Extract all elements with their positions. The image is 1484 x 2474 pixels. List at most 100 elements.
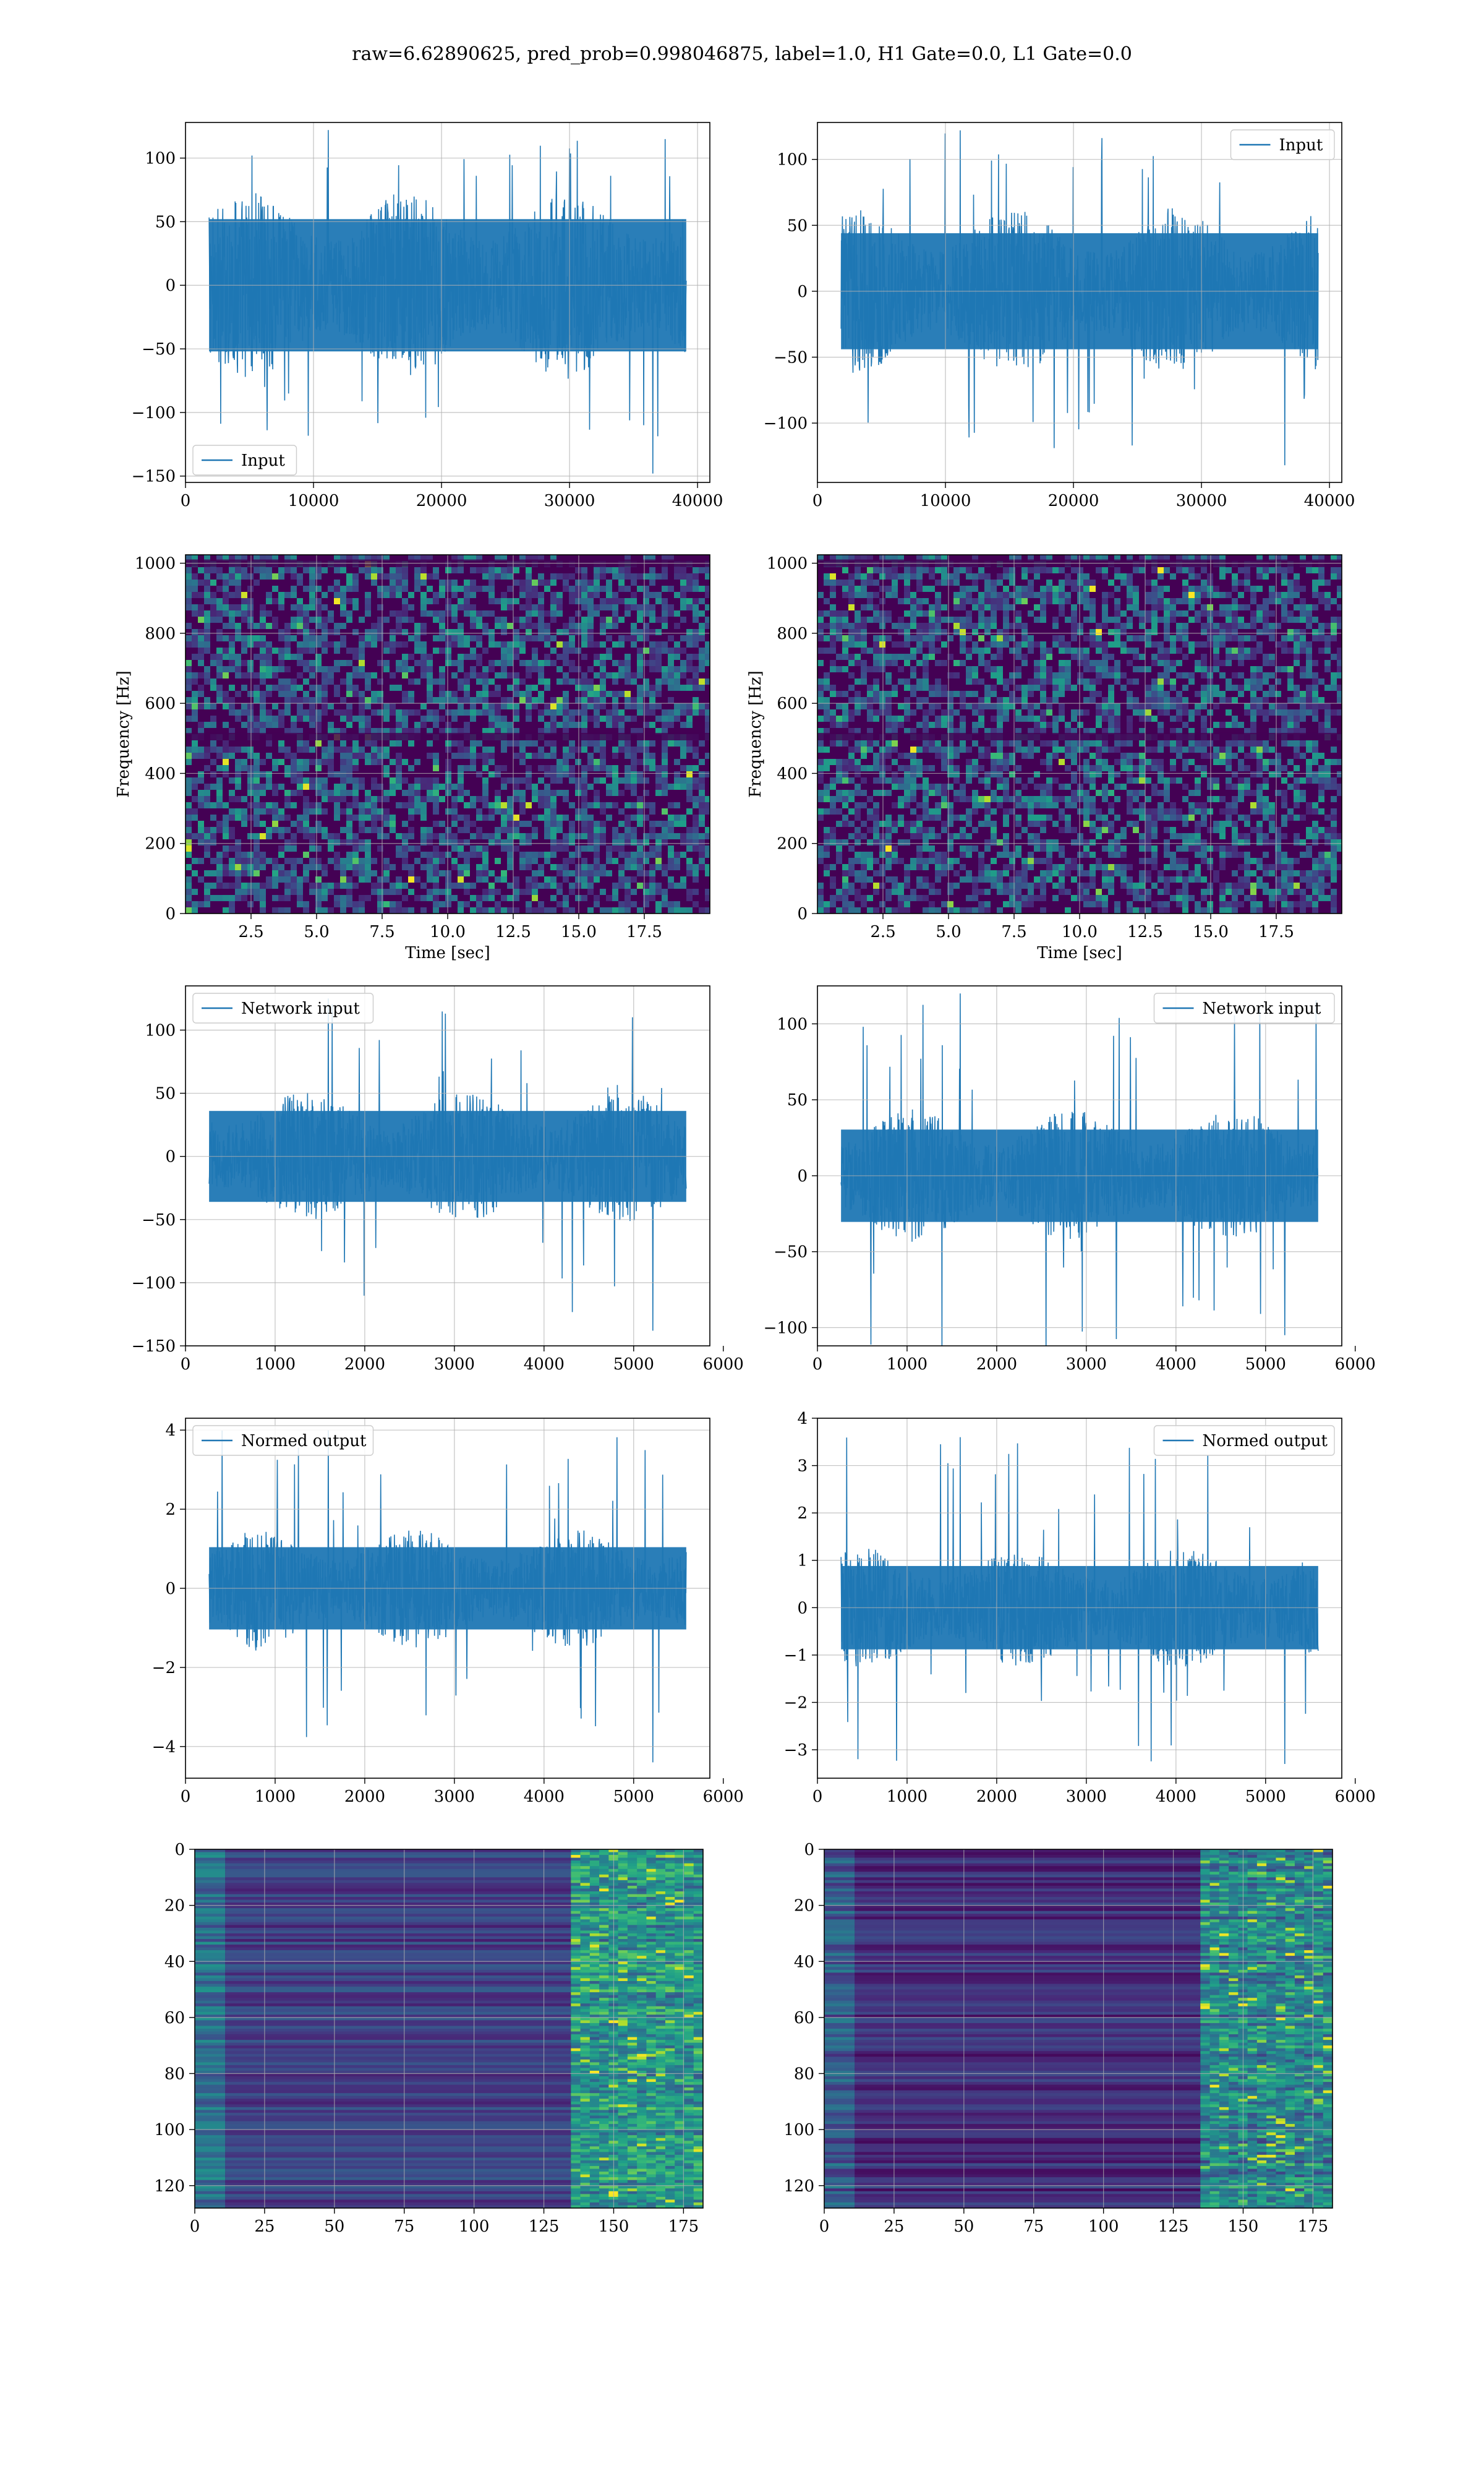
feat-l1-ytick-label: 100 [783, 2121, 814, 2139]
feat-l1-ytick-label: 20 [794, 1897, 814, 1915]
spec-h1-xtick-label: 2.5 [238, 923, 263, 941]
spec-l1-xtick-label: 2.5 [870, 923, 895, 941]
feat-l1-xtick-label: 125 [1158, 2217, 1189, 2236]
feat-l1-ytick-label: 80 [794, 2065, 814, 2084]
net-l1-legend-label: Network input [1203, 999, 1321, 1018]
feat-l1-xtick-label: 100 [1088, 2217, 1119, 2236]
chart-input-h1: 0 10000 20000 30000 40000 −150 −100 −50 0 50 100 In… [132, 122, 723, 510]
norm-h1-plot-area [186, 1418, 710, 1778]
net-l1-xtick-label: 5000 [1245, 1355, 1286, 1374]
net-h1-xtick-label: 5000 [613, 1355, 654, 1374]
net-l1-xtick-label: 0 [812, 1355, 823, 1374]
net-l1-ytick-label: 100 [777, 1015, 808, 1034]
input-h1-ytick-label: 50 [155, 213, 176, 231]
feat-h1-xtick-label: 25 [254, 2217, 275, 2236]
norm-l1-ytick-label: 4 [797, 1410, 808, 1428]
norm-h1-xtick-label: 1000 [255, 1787, 296, 1806]
input-h1-ytick-label: −50 [142, 340, 176, 359]
net-l1-xtick-label: 6000 [1335, 1355, 1376, 1374]
input-h1-plot-area [186, 122, 710, 482]
net-h1-xtick-label: 2000 [344, 1355, 385, 1374]
net-h1-xtick-label: 0 [181, 1355, 191, 1374]
norm-l1-xtick-label: 1000 [887, 1787, 927, 1806]
input-h1-xtick-label: 40000 [672, 492, 723, 510]
norm-h1-frame [185, 1418, 710, 1779]
spec-h1-xtick-label: 7.5 [369, 923, 394, 941]
norm-l1-xtick-label: 4000 [1156, 1787, 1196, 1806]
feat-l1-xtick-label: 0 [819, 2217, 830, 2236]
norm-h1-xtick-label: 0 [181, 1787, 191, 1806]
feat-l1-frame [824, 1849, 1333, 2209]
net-h1-xtick-label: 3000 [434, 1355, 475, 1374]
norm-l1-xtick-label: 3000 [1066, 1787, 1107, 1806]
chart-norm-h1: 0 1000 2000 3000 4000 5000 6000 −4 −2 0 2 4 Normed o… [152, 1418, 744, 1806]
input-h1-frame [185, 122, 710, 483]
net-h1-ytick-label: −50 [142, 1211, 176, 1230]
input-h1-legend: Input [192, 445, 297, 476]
input-h1-xtick-label: 30000 [544, 492, 595, 510]
feat-h1-ytick-label: 120 [154, 2177, 185, 2196]
feat-h1-plot-area [195, 1849, 703, 2208]
net-h1-frame [185, 985, 710, 1346]
spec-l1-ylabel: Frequency [Hz] [746, 670, 765, 798]
chart-norm-l1: 0 1000 2000 3000 4000 5000 6000 −3 −2 −1 0 1 2 3 4 Norm… [784, 1410, 1376, 1806]
input-l1-frame [817, 122, 1342, 483]
norm-h1-xtick-label: 4000 [524, 1787, 565, 1806]
net-h1-xtick-label: 4000 [524, 1355, 565, 1374]
norm-h1-ytick-label: −4 [152, 1738, 176, 1757]
spec-h1-xtick-label: 17.5 [626, 923, 662, 941]
net-h1-xtick-label: 1000 [255, 1355, 296, 1374]
input-l1-ytick-label: −50 [774, 348, 808, 367]
input-h1-xtick-label: 10000 [288, 492, 339, 510]
spec-l1-ytick-label: 600 [777, 695, 808, 713]
spec-l1-ytick-label: 800 [777, 625, 808, 643]
net-l1-frame [817, 985, 1342, 1346]
norm-l1-frame [817, 1418, 1342, 1779]
net-h1-ytick-label: −100 [132, 1274, 176, 1293]
norm-l1-xtick-label: 0 [812, 1787, 823, 1806]
input-l1-plot-area [817, 122, 1342, 482]
spec-l1-xlabel: Time [sec] [1037, 944, 1122, 962]
spec-h1-xlabel: Time [sec] [405, 944, 490, 962]
input-h1-xtick-label: 0 [181, 492, 191, 510]
feat-l1-plot-area [824, 1849, 1333, 2208]
norm-h1-ytick-label: −2 [152, 1659, 176, 1677]
feat-l1-ytick-label: 60 [794, 2009, 814, 2027]
norm-l1-ytick-label: −2 [784, 1693, 808, 1712]
net-l1-xtick-label: 3000 [1066, 1355, 1107, 1374]
norm-h1-xtick-label: 6000 [703, 1787, 744, 1806]
feat-h1-ytick-label: 0 [174, 1841, 185, 1859]
feat-h1-ytick-label: 60 [164, 2009, 185, 2027]
norm-h1-ytick-label: 2 [165, 1500, 176, 1519]
spec-h1-ytick-label: 0 [165, 905, 176, 923]
norm-l1-legend-label: Normed output [1203, 1432, 1328, 1450]
norm-l1-plot-area [817, 1418, 1342, 1778]
input-h1-ytick-label: 0 [165, 276, 176, 295]
spec-l1-xtick-label: 15.0 [1193, 923, 1229, 941]
feat-h1-ytick-label: 20 [164, 1897, 185, 1915]
feat-l1-ytick-label: 40 [794, 1953, 814, 1971]
feat-h1-xtick-label: 0 [190, 2217, 200, 2236]
feat-h1-xtick-label: 50 [324, 2217, 344, 2236]
feat-h1-xtick-label: 150 [599, 2217, 629, 2236]
input-l1-ytick-label: −100 [764, 414, 808, 433]
spec-h1-ytick-label: 1000 [135, 555, 176, 573]
feat-h1-xtick-label: 175 [668, 2217, 699, 2236]
feat-l1-xtick-label: 150 [1228, 2217, 1259, 2236]
feat-l1-xtick-label: 25 [884, 2217, 904, 2236]
net-h1-ytick-label: 0 [165, 1148, 176, 1166]
feat-h1-ytick-label: 40 [164, 1953, 185, 1971]
spec-h1-plot-area [186, 555, 710, 914]
norm-l1-ytick-label: 0 [797, 1599, 808, 1617]
net-l1-legend: Network input [1153, 993, 1335, 1024]
net-h1-ytick-label: 100 [145, 1021, 176, 1040]
net-l1-ytick-label: −50 [774, 1243, 808, 1262]
norm-l1-legend: Normed output [1153, 1425, 1335, 1456]
norm-l1-ytick-label: 1 [797, 1552, 808, 1570]
net-l1-xtick-label: 4000 [1156, 1355, 1196, 1374]
net-h1-ytick-label: 50 [155, 1085, 176, 1103]
spec-h1-ytick-label: 400 [145, 764, 176, 783]
feat-h1-frame [194, 1849, 704, 2209]
input-l1-xtick-label: 30000 [1176, 492, 1227, 510]
